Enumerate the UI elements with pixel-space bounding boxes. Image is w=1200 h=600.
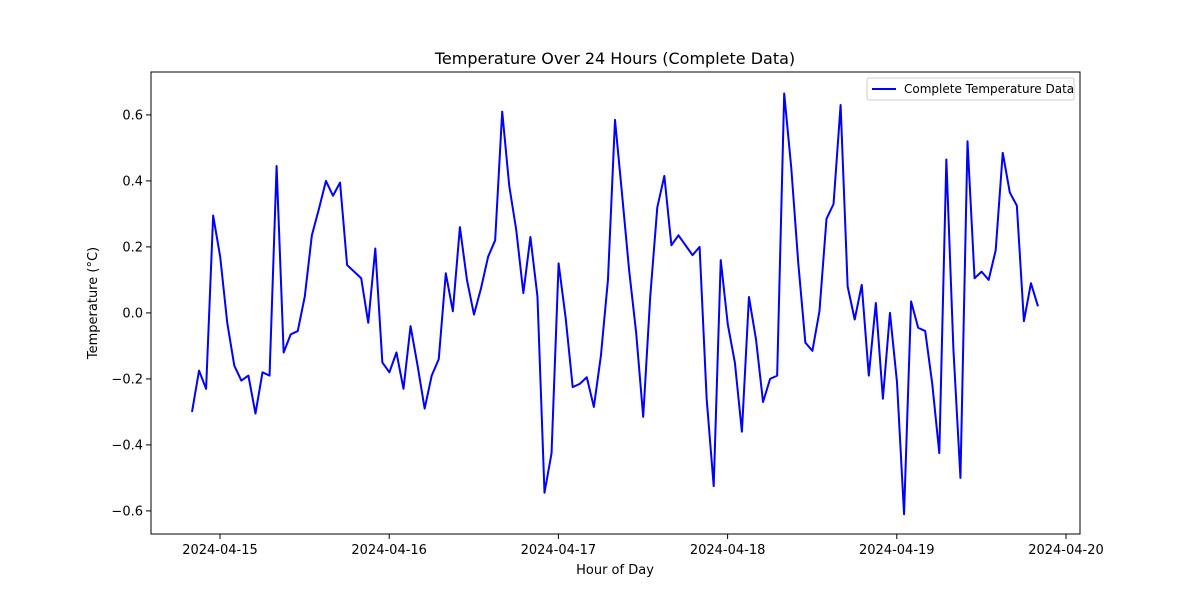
x-tick-label: 2024-04-15 xyxy=(182,543,258,558)
y-tick-label: −0.6 xyxy=(111,504,143,519)
y-tick-label: −0.4 xyxy=(111,438,143,453)
x-tick-label: 2024-04-17 xyxy=(521,543,597,558)
x-tick-label: 2024-04-16 xyxy=(351,543,427,558)
x-axis-label: Hour of Day xyxy=(576,563,654,578)
series-line-0 xyxy=(191,92,1039,516)
x-axis: 2024-04-15 2024-04-16 2024-04-17 2024-04-18… xyxy=(182,534,1104,558)
plot-area xyxy=(150,71,1081,535)
y-axis: −0.6 −0.4 −0.2 0.0 0.2 0.4 0.6 xyxy=(111,108,151,519)
y-tick-label: 0.2 xyxy=(122,240,143,255)
chart-title: Temperature Over 24 Hours (Complete Data… xyxy=(434,49,795,68)
y-tick-label: 0.0 xyxy=(122,306,143,321)
x-tick-label: 2024-04-20 xyxy=(1028,543,1104,558)
y-tick-label: 0.4 xyxy=(122,174,143,189)
legend: Complete Temperature Data xyxy=(866,77,1075,101)
legend-box xyxy=(866,77,1075,101)
legend-entry: Complete Temperature Data xyxy=(904,82,1074,96)
x-tick-label: 2024-04-18 xyxy=(690,543,766,558)
y-tick-label: 0.6 xyxy=(122,108,143,123)
series-layer xyxy=(191,92,1039,516)
y-tick-label: −0.2 xyxy=(111,372,143,387)
x-tick-label: 2024-04-19 xyxy=(859,543,935,558)
y-axis-label: Temperature (°C) xyxy=(86,247,101,360)
